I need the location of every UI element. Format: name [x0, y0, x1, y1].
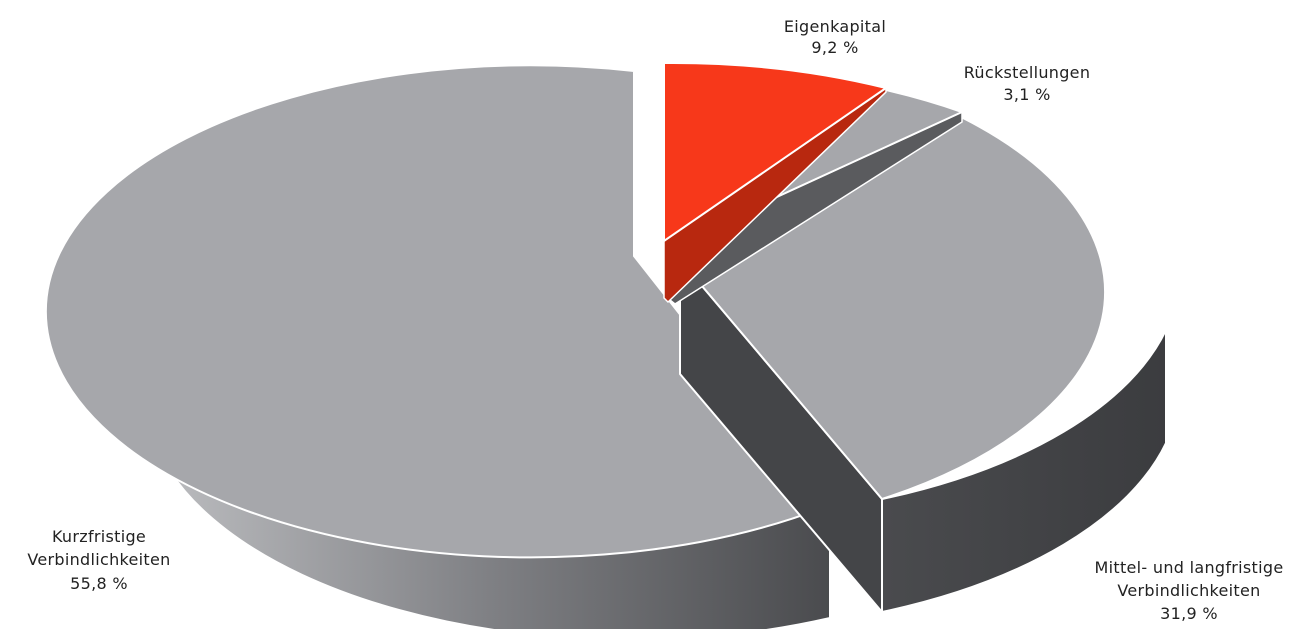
- label-rueckstellungen: Rückstellungen 3,1 %: [964, 63, 1091, 104]
- label-kurzfristige: Kurzfristige Verbindlichkeiten 55,8 %: [27, 527, 170, 593]
- label-mittel: Mittel- und langfristige Verbindlichkeit…: [1095, 558, 1284, 623]
- label-eigenkapital-value: 9,2 %: [811, 38, 858, 57]
- label-kurzfristige-name-line-2: Verbindlichkeiten: [27, 550, 170, 569]
- label-mittel-value: 31,9 %: [1160, 604, 1218, 623]
- label-eigenkapital-name: Eigenkapital: [784, 17, 886, 36]
- label-mittel-name-line-1: Mittel- und langfristige: [1095, 558, 1284, 577]
- slice-top-kurzfristige: [44, 64, 832, 559]
- slice-top-eigenkapital: [663, 61, 889, 243]
- label-rueckstellungen-name: Rückstellungen: [964, 63, 1091, 82]
- slice-side-mittel: [881, 329, 1167, 614]
- label-mittel-name-line-2: Verbindlichkeiten: [1117, 581, 1260, 600]
- label-kurzfristige-value: 55,8 %: [70, 574, 128, 593]
- label-kurzfristige-name-line-1: Kurzfristige: [52, 527, 146, 546]
- label-rueckstellungen-value: 3,1 %: [1003, 85, 1050, 104]
- label-eigenkapital: Eigenkapital 9,2 %: [784, 17, 886, 57]
